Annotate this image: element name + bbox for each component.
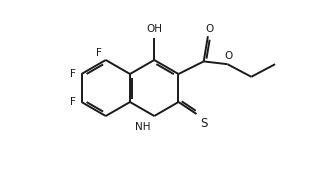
- Text: F: F: [70, 97, 75, 107]
- Text: F: F: [96, 48, 102, 58]
- Text: F: F: [70, 69, 75, 79]
- Text: O: O: [224, 51, 232, 61]
- Text: O: O: [206, 24, 214, 34]
- Text: S: S: [201, 117, 208, 130]
- Text: OH: OH: [146, 24, 162, 34]
- Text: NH: NH: [135, 122, 150, 132]
